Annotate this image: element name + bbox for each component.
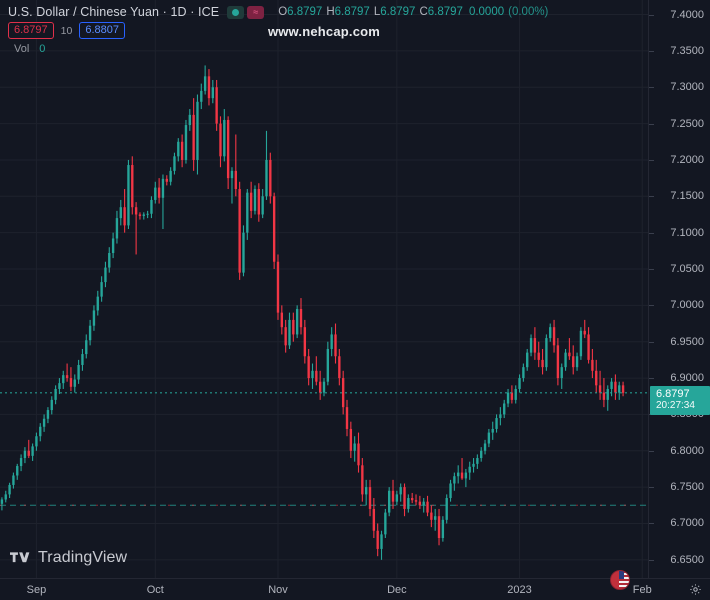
price-tick-mark bbox=[649, 487, 654, 489]
price-tick-mark bbox=[649, 450, 654, 452]
chart-plot-area[interactable] bbox=[0, 0, 648, 578]
price-tick: 6.7000 bbox=[670, 517, 704, 530]
price-tick-mark bbox=[649, 14, 654, 16]
price-tick: 7.3500 bbox=[670, 44, 704, 57]
price-tick: 7.4000 bbox=[670, 8, 704, 21]
price-tick: 6.9000 bbox=[670, 372, 704, 385]
chart-settings-gear-icon[interactable] bbox=[689, 583, 702, 596]
price-tick-mark bbox=[649, 559, 654, 561]
candlestick-svg bbox=[0, 0, 648, 578]
time-tick: Sep bbox=[26, 584, 47, 596]
price-tick-mark bbox=[649, 50, 654, 52]
price-tick-mark bbox=[649, 341, 654, 343]
current-price-value: 6.8797 bbox=[656, 387, 690, 400]
time-tick: Oct bbox=[146, 584, 164, 596]
tradingview-logo-text: TradingView bbox=[38, 549, 128, 566]
time-tick: Nov bbox=[268, 584, 288, 596]
price-axis[interactable]: 7.4000 7.3500 7.3000 7.2500 7.2000 7.1500 7.10… bbox=[648, 0, 710, 578]
us-flag-badge-icon[interactable] bbox=[610, 570, 630, 590]
price-tick-mark bbox=[649, 414, 654, 416]
time-tick: 2023 bbox=[507, 584, 532, 596]
price-tick-mark bbox=[649, 159, 654, 161]
time-tick: Dec bbox=[387, 584, 407, 596]
price-tick: 7.1500 bbox=[670, 190, 704, 203]
price-tick: 6.7500 bbox=[670, 481, 704, 494]
price-tick-mark bbox=[649, 232, 654, 234]
time-tick: Feb bbox=[632, 584, 652, 596]
price-tick-mark bbox=[649, 87, 654, 89]
price-tick: 6.8000 bbox=[670, 444, 704, 457]
tradingview-logo[interactable]: TradingView bbox=[10, 549, 127, 567]
price-tick: 7.3000 bbox=[670, 81, 704, 94]
tradingview-mark-icon bbox=[10, 551, 30, 562]
price-tick-mark bbox=[649, 305, 654, 307]
price-tick: 7.0000 bbox=[670, 299, 704, 312]
current-price-badge[interactable]: 6.8797 20:27:34 bbox=[650, 385, 710, 415]
price-tick-mark bbox=[649, 196, 654, 198]
price-tick: 7.0500 bbox=[670, 263, 704, 275]
price-tick: 6.6500 bbox=[670, 553, 704, 566]
time-axis[interactable]: SepOctNovDec2023FebMarApr bbox=[0, 578, 710, 600]
price-tick-mark bbox=[649, 123, 654, 125]
price-tick: 6.9500 bbox=[670, 335, 704, 348]
price-tick: 7.2500 bbox=[670, 117, 704, 130]
price-tick: 7.2000 bbox=[670, 153, 704, 166]
bar-countdown: 20:27:34 bbox=[656, 399, 695, 411]
price-tick: 7.1000 bbox=[670, 226, 704, 239]
price-tick-mark bbox=[649, 269, 654, 270]
price-tick-mark bbox=[649, 523, 654, 525]
price-tick-mark bbox=[649, 378, 654, 380]
